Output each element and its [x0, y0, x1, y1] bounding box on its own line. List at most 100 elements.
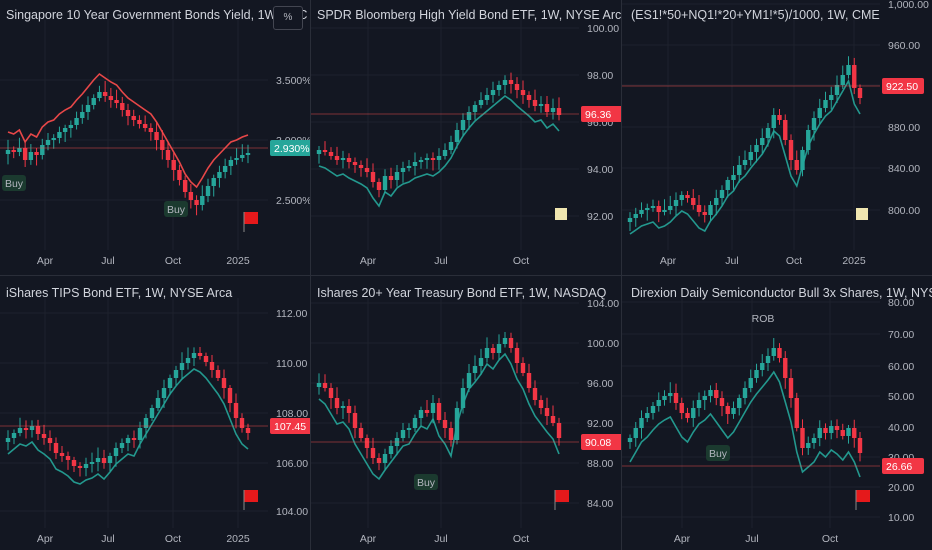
candle-body [234, 158, 239, 160]
y-axis-tick-label: 84.00 [587, 498, 613, 510]
candle-body [627, 438, 633, 442]
candle-body [71, 460, 77, 466]
candle-body [358, 165, 364, 168]
candle-body [650, 206, 656, 208]
candle-body [77, 466, 83, 468]
y-axis-tick-label: 840.00 [888, 163, 920, 175]
y-axis-tick-label: 100.00 [587, 338, 619, 350]
candle-body [650, 406, 656, 413]
candle-body [691, 198, 696, 205]
candle-body [806, 443, 811, 448]
chart-canvas[interactable]: 1,000.00960.00920.00880.00840.00800.00Ap… [622, 0, 932, 272]
candle-body [167, 378, 173, 388]
candle-body [185, 358, 191, 363]
y-axis-tick-label: 98.00 [587, 70, 613, 82]
candle-body [454, 130, 460, 142]
x-axis-tick-label: 2025 [842, 255, 866, 267]
y-axis-tick-label: 60.00 [888, 361, 914, 373]
chart-title: Singapore 10 Year Government Bonds Yield… [6, 8, 308, 22]
candle-body [685, 195, 690, 198]
candle-body [17, 428, 23, 433]
candle-body [173, 370, 179, 378]
chart-pane-sgb10y[interactable]: 3.500%3.000%2.500%AprJulOct20252.930%Buy… [0, 0, 310, 272]
candle-body [322, 383, 328, 388]
candle-body [142, 124, 148, 128]
candle-body [191, 353, 197, 358]
chart-canvas[interactable]: 3.500%3.000%2.500%AprJulOct20252.930%Buy… [0, 0, 310, 272]
candle-body [137, 120, 142, 124]
y-axis-tick-label: 92.00 [587, 418, 613, 430]
candle-body [101, 458, 107, 463]
candle-body [846, 428, 851, 436]
pane-divider[interactable] [0, 275, 932, 276]
candle-body [478, 100, 484, 105]
candle-body [11, 433, 17, 438]
x-axis-tick-label: Jul [101, 255, 114, 267]
candle-body [370, 172, 376, 182]
candle-body [340, 158, 346, 160]
candle-body [334, 398, 340, 408]
candle-body [811, 438, 817, 443]
candle-body [496, 85, 502, 90]
y-axis-tick-label: 960.00 [888, 40, 920, 52]
candle-body [472, 366, 478, 373]
buy-signal-label: Buy [5, 178, 24, 190]
chart-pane-index-combo[interactable]: 1,000.00960.00920.00880.00840.00800.00Ap… [622, 0, 932, 272]
candle-body [556, 423, 562, 438]
x-axis-tick-label: Jul [101, 533, 114, 545]
candle-body [544, 408, 550, 416]
last-price-tag [581, 106, 621, 122]
candle-body [696, 400, 702, 408]
candle-body [59, 453, 65, 456]
chart-title: Ishares 20+ Year Treasury Bond ETF, 1W, … [317, 286, 607, 300]
candle-body [731, 175, 736, 180]
candle-body [161, 388, 167, 398]
last-price-tag [581, 434, 621, 450]
candle-body [846, 65, 851, 75]
candle-body [22, 148, 28, 160]
x-axis-tick-label: Oct [786, 255, 802, 267]
candle-body [702, 212, 707, 215]
chart-pane-tlt[interactable]: 104.00 100.00 96.00 92.00 88.00 84.00 Apr Jul Oc… [311, 278, 621, 550]
candle-body [685, 413, 690, 418]
candle-body [240, 155, 245, 158]
x-axis-tick-label: Apr [360, 255, 377, 267]
y-axis-tick-label: 92.00 [587, 211, 613, 223]
candle-body [394, 438, 400, 446]
candle-body [222, 166, 228, 172]
flag-icon [555, 490, 569, 502]
candle-body [149, 408, 155, 418]
candle-body [484, 348, 490, 358]
candle-body [656, 206, 661, 212]
note-icon [856, 208, 868, 220]
chart-pane-soxl[interactable]: 80.0070.0060.0050.0040.0030.0020.0010.00… [622, 278, 932, 550]
candle-body [177, 170, 182, 180]
chart-pane-tip[interactable]: 112.00 110.00 108.00 106.00 104.00 Apr Jul Oct 2… [0, 278, 310, 550]
candle-body [696, 205, 702, 212]
chart-canvas[interactable]: 80.0070.0060.0050.0040.0030.0020.0010.00… [622, 278, 932, 550]
candle-body [823, 428, 828, 433]
chart-pane-jnk[interactable]: 100.00 98.00 96.00 94.00 92.00 Apr Jul Oct 96.36… [311, 0, 621, 272]
candle-body [714, 390, 719, 398]
candle-body [656, 400, 661, 406]
candle-body [840, 430, 845, 436]
candle-body [155, 398, 161, 408]
y-axis-tick-label: 104.00 [276, 506, 308, 518]
chart-canvas[interactable]: 112.00 110.00 108.00 106.00 104.00 Apr Jul Oct 2… [0, 278, 310, 550]
candle-body [17, 148, 22, 152]
candle-body [334, 156, 340, 160]
y-axis-tick-label: 880.00 [888, 122, 920, 134]
candle-body [388, 446, 394, 454]
y-axis-tick-label: 100.00 [587, 23, 619, 35]
chart-title: SPDR Bloomberg High Yield Bond ETF, 1W, … [317, 8, 621, 22]
candle-body [316, 150, 322, 154]
chart-canvas[interactable]: 104.00 100.00 96.00 92.00 88.00 84.00 Apr Jul Oc… [311, 278, 621, 550]
y-axis-tick-label: 70.00 [888, 329, 914, 341]
candle-body [45, 140, 51, 145]
candle-body [520, 90, 526, 95]
candle-body [65, 456, 71, 460]
candle-body [754, 145, 759, 152]
candle-body [209, 362, 215, 370]
unit-toggle-button[interactable]: % [273, 6, 303, 30]
